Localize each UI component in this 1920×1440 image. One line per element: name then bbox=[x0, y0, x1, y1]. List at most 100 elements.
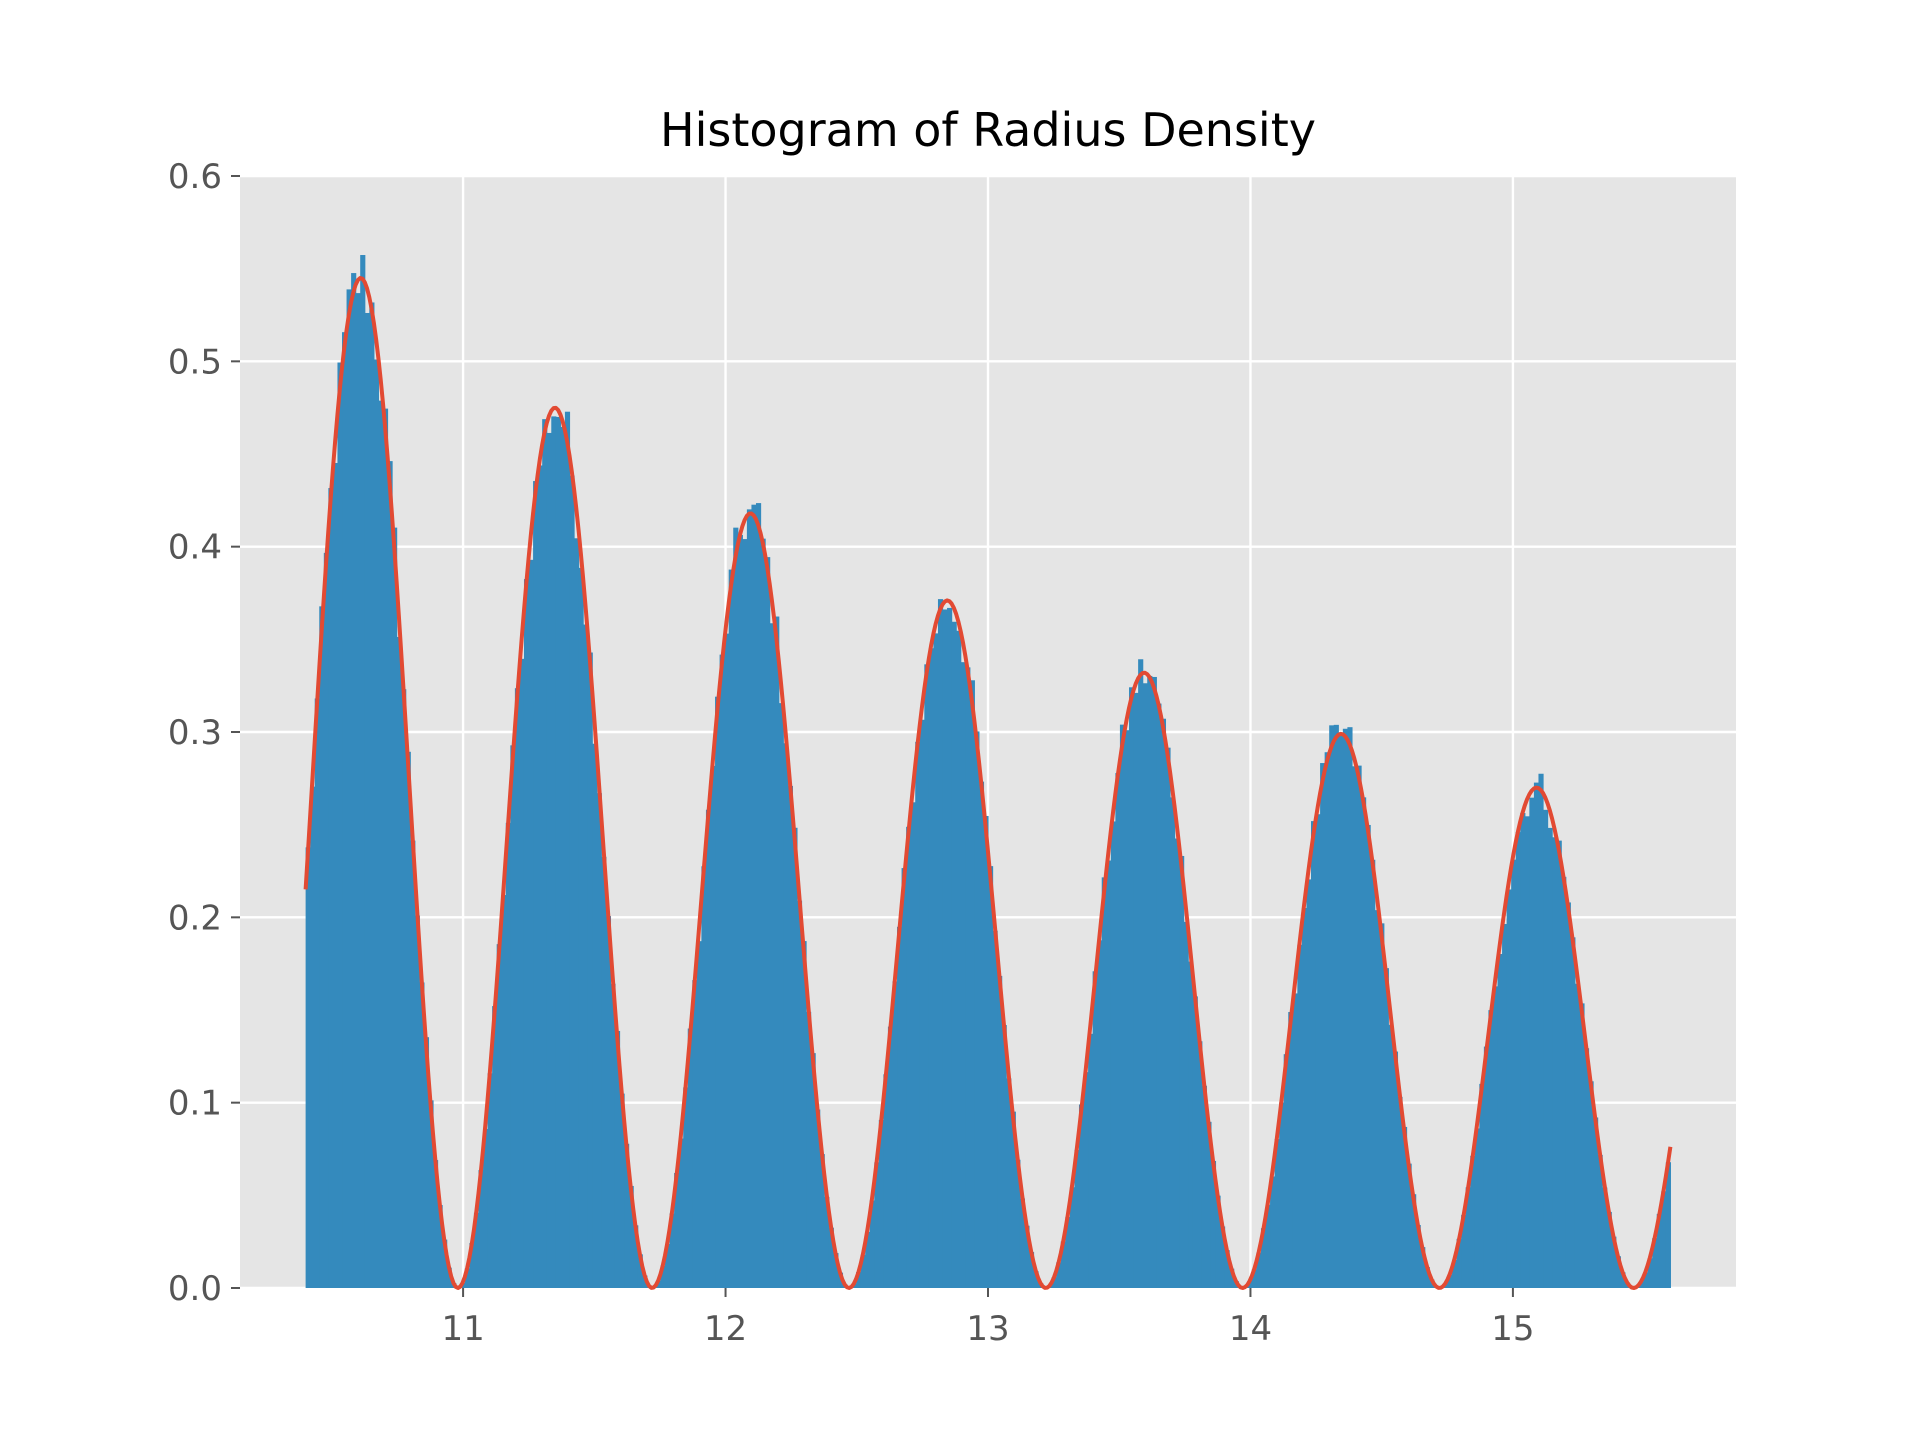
histogram-bar bbox=[1019, 1198, 1025, 1288]
histogram-bar bbox=[983, 815, 989, 1288]
histogram-bar bbox=[742, 539, 748, 1288]
histogram-bar bbox=[719, 654, 725, 1288]
histogram-bar bbox=[997, 975, 1003, 1288]
histogram-bar bbox=[619, 1093, 625, 1288]
histogram-bar bbox=[437, 1205, 443, 1288]
histogram-bar bbox=[1452, 1259, 1458, 1288]
histogram-bar bbox=[1370, 859, 1376, 1288]
histogram-bar bbox=[1110, 821, 1116, 1288]
histogram-bar bbox=[1652, 1238, 1658, 1288]
histogram-bar bbox=[1119, 724, 1126, 1288]
histogram-bar bbox=[815, 1109, 821, 1288]
y-tick-label: 0.1 bbox=[168, 1084, 222, 1124]
histogram-bar bbox=[1151, 676, 1157, 1288]
histogram-bar bbox=[1543, 809, 1549, 1288]
histogram-bar bbox=[414, 915, 420, 1288]
histogram-bar bbox=[1256, 1252, 1262, 1288]
histogram-bar bbox=[405, 751, 411, 1288]
fit-curve bbox=[303, 276, 1673, 1290]
histogram-bar bbox=[314, 698, 320, 1288]
histogram-bar bbox=[305, 847, 311, 1288]
histogram-bar bbox=[796, 900, 803, 1288]
histogram-bar bbox=[701, 866, 707, 1288]
histogram-bar bbox=[928, 648, 935, 1288]
histogram-bar bbox=[1074, 1149, 1080, 1288]
histogram-bar bbox=[1301, 908, 1308, 1288]
histogram-bar bbox=[947, 607, 953, 1288]
histogram-bar bbox=[537, 465, 543, 1288]
histogram-bar bbox=[369, 302, 375, 1289]
histogram-bar bbox=[519, 658, 525, 1288]
histogram-bar bbox=[1160, 718, 1167, 1288]
histogram-bar bbox=[360, 255, 366, 1289]
histogram-bar bbox=[1593, 1117, 1599, 1288]
histogram-bar bbox=[1015, 1159, 1021, 1288]
histogram-bar bbox=[1465, 1187, 1471, 1288]
histogram-bar bbox=[473, 1212, 480, 1288]
histogram-bar bbox=[769, 623, 775, 1288]
histogram-bar bbox=[1488, 1010, 1494, 1288]
histogram-bar bbox=[583, 624, 589, 1288]
histogram-bar bbox=[1179, 855, 1185, 1288]
histogram-bar bbox=[1028, 1252, 1035, 1288]
histogram-bar bbox=[1420, 1247, 1426, 1288]
histogram-bar bbox=[1124, 730, 1130, 1288]
histogram-bar bbox=[1497, 954, 1503, 1288]
histogram-bar bbox=[1310, 821, 1317, 1288]
histogram-bar bbox=[1329, 725, 1335, 1288]
histogram-bar bbox=[906, 826, 912, 1288]
histogram-bar bbox=[446, 1267, 452, 1288]
histogram-bar bbox=[1602, 1187, 1608, 1288]
histogram-bar bbox=[319, 606, 325, 1288]
histogram-bar bbox=[1206, 1121, 1212, 1288]
histogram-bar bbox=[592, 743, 598, 1288]
histogram-bar bbox=[492, 1006, 498, 1288]
histogram-bar bbox=[1270, 1176, 1276, 1288]
histogram-bar bbox=[1342, 728, 1348, 1288]
histogram-bar bbox=[442, 1239, 448, 1288]
histogram-bar bbox=[1502, 923, 1508, 1288]
histogram-bar bbox=[687, 1028, 693, 1288]
histogram-bar bbox=[1406, 1163, 1412, 1288]
histogram-bar bbox=[951, 621, 957, 1288]
histogram-bar bbox=[1010, 1111, 1016, 1288]
histogram-bar bbox=[669, 1213, 675, 1288]
histogram-bar bbox=[942, 609, 948, 1288]
histogram-bar bbox=[1138, 659, 1144, 1288]
histogram-bar bbox=[1220, 1226, 1226, 1288]
histogram-bar bbox=[724, 633, 730, 1288]
x-axis-ticks: 11 12 13 14 15 bbox=[441, 1288, 1535, 1349]
histogram-bar bbox=[1306, 879, 1312, 1288]
histogram-bar bbox=[1506, 889, 1512, 1288]
histogram-bar bbox=[710, 765, 716, 1288]
histogram-bar bbox=[755, 503, 762, 1289]
histogram-bar bbox=[801, 941, 807, 1288]
histogram-bars bbox=[305, 255, 1671, 1289]
histogram-bar bbox=[1556, 840, 1562, 1288]
histogram-bar bbox=[897, 926, 903, 1288]
histogram-bar bbox=[337, 362, 343, 1288]
histogram-bar bbox=[1661, 1191, 1667, 1288]
histogram-bar bbox=[574, 538, 580, 1288]
histogram-bar bbox=[1083, 1072, 1089, 1288]
histogram-bar bbox=[1397, 1096, 1403, 1288]
histogram-bar bbox=[578, 567, 584, 1288]
histogram-bar bbox=[1338, 735, 1344, 1288]
histogram-bar bbox=[915, 741, 921, 1288]
histogram-bar bbox=[792, 827, 798, 1288]
histogram-bar bbox=[774, 616, 780, 1288]
histogram-bar bbox=[382, 408, 389, 1289]
histogram-bar bbox=[1552, 837, 1558, 1288]
histogram-bar bbox=[1520, 813, 1526, 1288]
histogram-bar bbox=[1056, 1262, 1062, 1288]
histogram-bar bbox=[787, 785, 793, 1288]
histogram-bar bbox=[837, 1272, 844, 1288]
histogram-bar bbox=[660, 1265, 666, 1288]
histogram-bar bbox=[1643, 1272, 1649, 1288]
histogram-bar bbox=[783, 743, 789, 1288]
histogram-bar bbox=[1147, 675, 1153, 1288]
y-tick-label: 0.6 bbox=[168, 157, 222, 197]
histogram-bar bbox=[760, 538, 766, 1288]
histogram-bar bbox=[1515, 832, 1521, 1288]
histogram-bar bbox=[423, 1037, 430, 1288]
